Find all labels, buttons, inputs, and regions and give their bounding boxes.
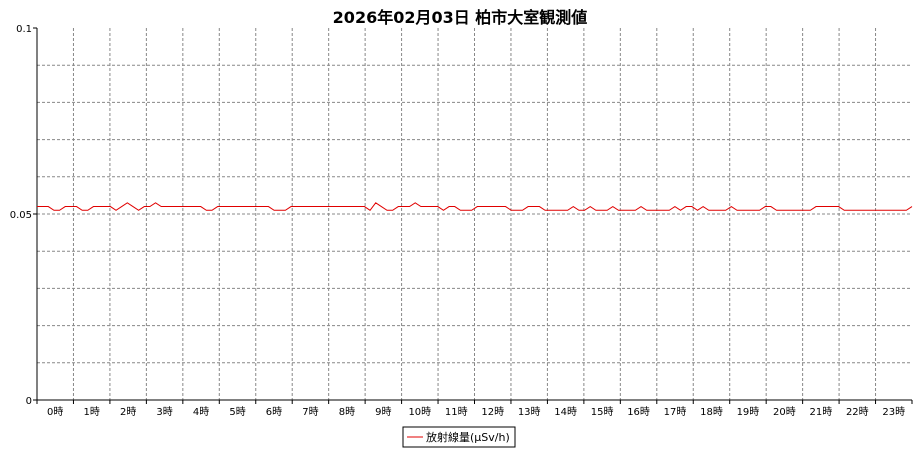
x-tick-label: 2時 — [120, 406, 136, 418]
x-tick-label: 22時 — [846, 406, 869, 418]
chart-title: 2026年02月03日 柏市大室観測値 — [332, 8, 588, 27]
x-tick-label: 5時 — [229, 406, 245, 418]
x-tick-label: 6時 — [266, 406, 282, 418]
x-tick-label: 11時 — [445, 406, 468, 418]
x-tick-label: 1時 — [84, 406, 100, 418]
grid-lines — [37, 28, 912, 400]
x-tick-label: 4時 — [193, 406, 209, 418]
legend-box — [402, 426, 516, 448]
x-tick-label: 17時 — [664, 406, 687, 418]
y-tick-label: 0.1 — [16, 24, 32, 35]
x-tick-label: 15時 — [591, 406, 614, 418]
x-tick-label: 8時 — [339, 406, 355, 418]
x-tick-label: 20時 — [773, 406, 796, 418]
x-tick-label: 10時 — [408, 406, 431, 418]
x-tick-label: 9時 — [375, 406, 391, 418]
x-tick-label: 12時 — [481, 406, 504, 418]
x-tick-label: 7時 — [302, 406, 318, 418]
legend: 放射線量(μSv/h) — [402, 426, 516, 448]
x-tick-label: 3時 — [156, 406, 172, 418]
y-ticks: 0 0.05 0.1 — [10, 24, 37, 407]
x-tick-label: 13時 — [518, 406, 541, 418]
x-ticks: 0時 1時 2時 3時 4時 5時 6時 7時 8時 9時 10時 11時 12時 13時 14時 15時 16… — [36, 400, 913, 418]
x-tick-label: 19時 — [737, 406, 760, 418]
legend-label: 放射線量(μSv/h) — [426, 430, 510, 444]
x-tick-label: 14時 — [554, 406, 577, 418]
y-tick-label: 0 — [26, 396, 32, 407]
x-tick-label: 18時 — [700, 406, 723, 418]
x-tick-label: 0時 — [47, 406, 63, 418]
y-tick-label: 0.05 — [10, 210, 32, 221]
series-line — [37, 202, 913, 211]
x-tick-label: 16時 — [627, 406, 650, 418]
x-tick-label: 21時 — [809, 406, 832, 418]
x-tick-label: 23時 — [882, 406, 905, 418]
